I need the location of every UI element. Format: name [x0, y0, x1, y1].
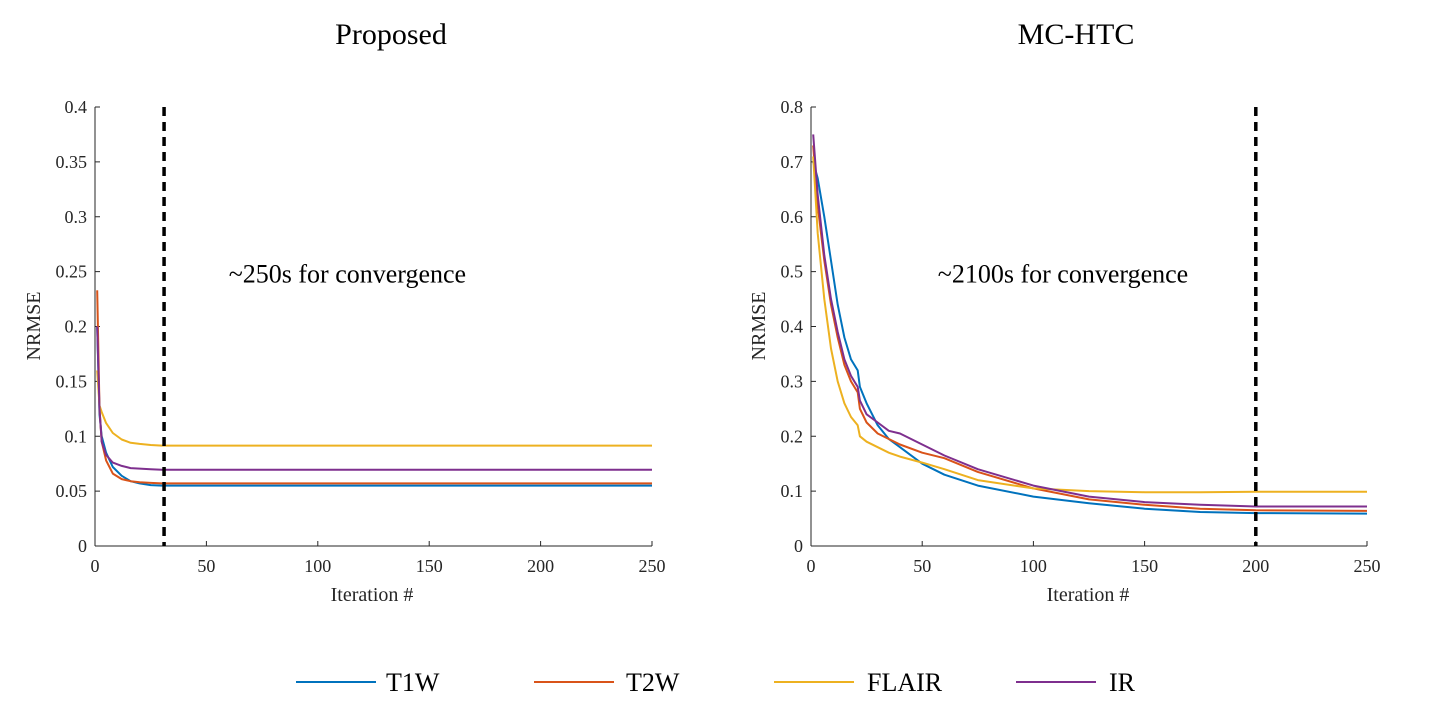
convergence-annotation: ~250s for convergence	[229, 260, 466, 289]
y-tick-label: 0.35	[56, 152, 88, 172]
y-tick-label: 0.8	[781, 97, 804, 117]
y-tick-label: 0.1	[65, 426, 88, 446]
axes: 0 50 100 150 200 250 0 0.1 0.2 0.3 0.4 0.5 0.6 0.7 0.8	[781, 97, 1381, 576]
plot-proposed: 0 50 100 150 200 250 0 0.05 0.1 0.15 0.2 0.25 0.3 0.3…	[23, 18, 666, 606]
y-tick-label: 0.25	[56, 262, 88, 282]
series-line-ir	[812, 134, 1367, 508]
series-line-t2w	[96, 290, 652, 485]
series-line-t2w	[812, 145, 1368, 512]
series-line-flair	[96, 370, 652, 447]
y-tick-label: 0.2	[65, 317, 88, 337]
x-tick-label: 200	[1242, 556, 1269, 576]
y-tick-label: 0.1	[781, 481, 804, 501]
plot-mc-htc: 0 50 100 150 200 250 0 0.1 0.2 0.3 0.4 0.5 0.6 0.7 0.8…	[748, 18, 1381, 606]
y-tick-label: 0.7	[781, 152, 804, 172]
y-tick-label: 0.4	[65, 97, 88, 117]
convergence-annotation: ~2100s for convergence	[938, 260, 1188, 289]
y-tick-label: 0	[794, 536, 803, 556]
y-tick-label: 0.2	[781, 426, 804, 446]
y-axis-label: NRMSE	[748, 292, 770, 361]
x-tick-label: 250	[1354, 556, 1381, 576]
series-line-t1w	[96, 326, 652, 487]
legend-label-ir: IR	[1109, 668, 1136, 697]
x-tick-label: 50	[913, 556, 931, 576]
y-tick-label: 0.15	[56, 371, 88, 391]
x-tick-label: 100	[1020, 556, 1047, 576]
legend-label-t1w: T1W	[386, 668, 440, 697]
y-tick-label: 0.3	[781, 371, 804, 391]
y-tick-label: 0.6	[781, 207, 804, 227]
y-tick-label: 0.05	[56, 481, 88, 501]
axes: 0 50 100 150 200 250 0 0.05 0.1 0.15 0.2 0.25 0.3 0.3…	[56, 97, 666, 576]
x-tick-label: 250	[639, 556, 666, 576]
y-tick-label: 0.3	[65, 207, 88, 227]
x-tick-label: 100	[304, 556, 331, 576]
x-tick-label: 50	[197, 556, 215, 576]
plot-title-mc-htc: MC-HTC	[1018, 18, 1135, 51]
x-axis-label: Iteration #	[1047, 584, 1130, 606]
x-tick-label: 200	[527, 556, 554, 576]
y-tick-label: 0	[78, 536, 87, 556]
legend-label-flair: FLAIR	[867, 668, 943, 697]
y-tick-label: 0.5	[781, 262, 804, 282]
x-axis-label: Iteration #	[331, 584, 414, 606]
x-tick-label: 0	[91, 556, 100, 576]
x-tick-label: 0	[807, 556, 816, 576]
x-tick-label: 150	[416, 556, 443, 576]
legend: T1W T2W FLAIR IR	[296, 668, 1136, 697]
legend-label-t2w: T2W	[626, 668, 680, 697]
y-axis-label: NRMSE	[23, 292, 45, 361]
y-tick-label: 0.4	[781, 317, 804, 337]
series-line-t1w	[812, 161, 1368, 515]
series-line-flair	[812, 156, 1367, 494]
plot-title-proposed: Proposed	[335, 18, 447, 51]
x-tick-label: 150	[1131, 556, 1158, 576]
series-line-ir	[96, 326, 652, 471]
